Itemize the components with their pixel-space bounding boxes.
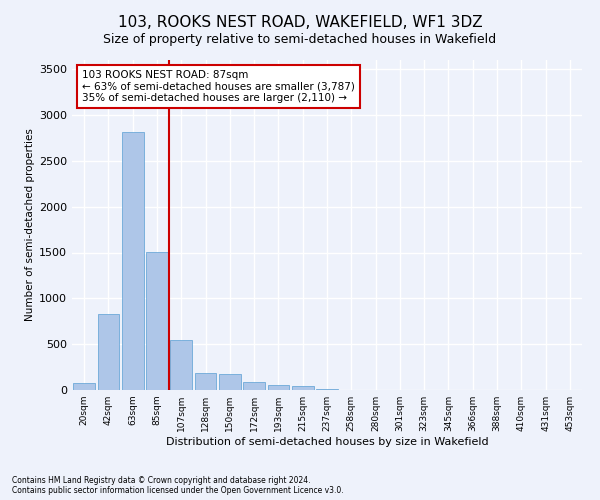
Bar <box>146 252 168 390</box>
Text: Size of property relative to semi-detached houses in Wakefield: Size of property relative to semi-detach… <box>103 32 497 46</box>
Y-axis label: Number of semi-detached properties: Number of semi-detached properties <box>25 128 35 322</box>
Text: Contains HM Land Registry data © Crown copyright and database right 2024.
Contai: Contains HM Land Registry data © Crown c… <box>12 476 344 495</box>
Bar <box>243 382 265 390</box>
Text: 103, ROOKS NEST ROAD, WAKEFIELD, WF1 3DZ: 103, ROOKS NEST ROAD, WAKEFIELD, WF1 3DZ <box>118 15 482 30</box>
Text: 103 ROOKS NEST ROAD: 87sqm
← 63% of semi-detached houses are smaller (3,787)
35%: 103 ROOKS NEST ROAD: 87sqm ← 63% of semi… <box>82 70 355 103</box>
Bar <box>292 386 314 390</box>
Bar <box>73 383 95 390</box>
Bar <box>122 132 143 390</box>
Bar <box>194 373 217 390</box>
Bar <box>219 374 241 390</box>
Bar <box>268 385 289 390</box>
Bar <box>170 340 192 390</box>
Bar <box>316 388 338 390</box>
Bar <box>97 314 119 390</box>
X-axis label: Distribution of semi-detached houses by size in Wakefield: Distribution of semi-detached houses by … <box>166 437 488 447</box>
